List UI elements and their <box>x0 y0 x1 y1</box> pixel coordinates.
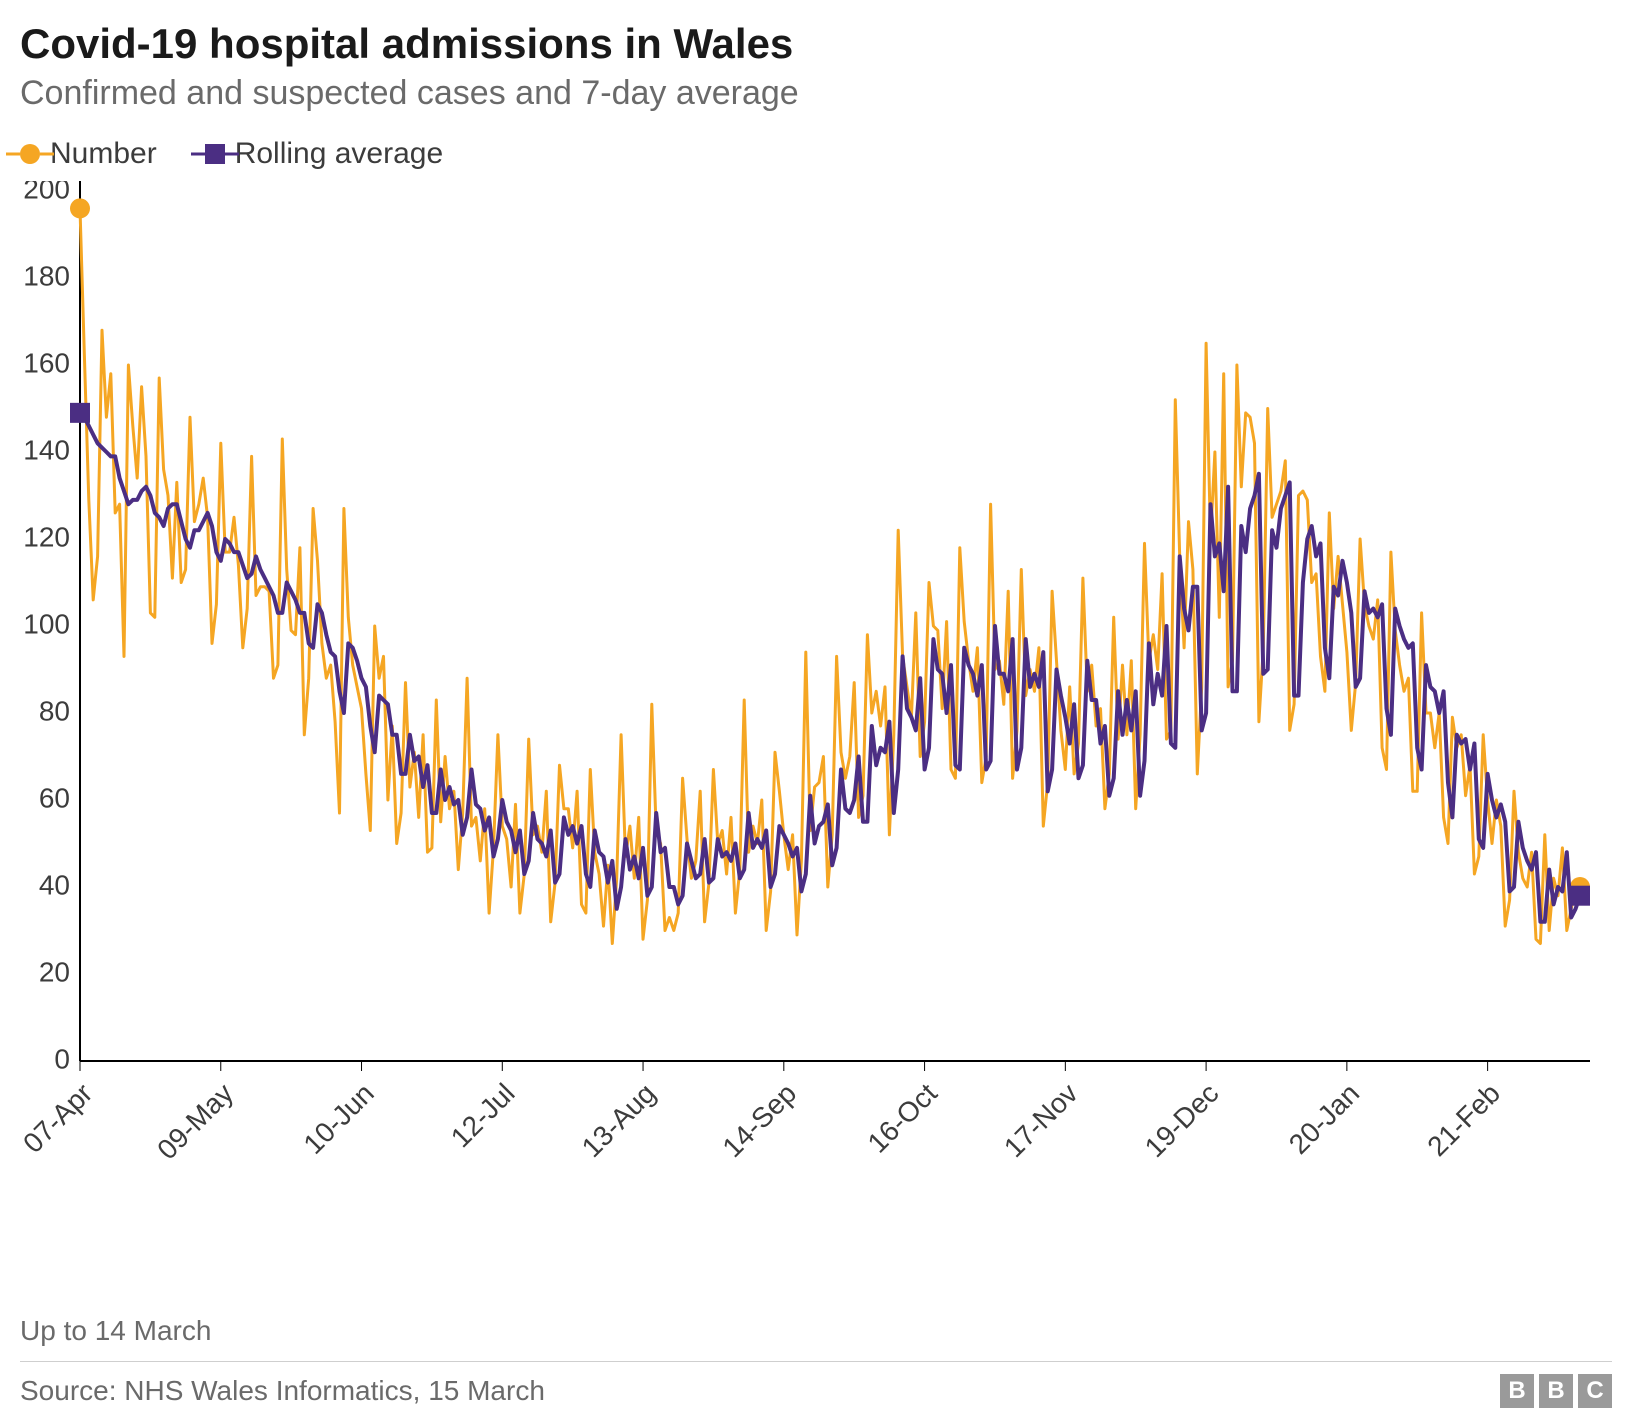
chart-subtitle: Confirmed and suspected cases and 7-day … <box>20 74 1612 113</box>
legend-label-number: Number <box>50 137 157 171</box>
bbc-logo-letter: B <box>1500 1374 1534 1408</box>
x-tick-group: 12-Jul <box>445 1077 521 1153</box>
y-tick-label: 60 <box>39 782 70 813</box>
plot-area: 0 20 40 60 80 100 120 140 160 180 200 07-Apr 09-May 1… <box>20 181 1612 1191</box>
x-tick-label: 13-Aug <box>576 1077 662 1163</box>
x-tick-group: 10-Jun <box>297 1077 379 1159</box>
x-tick-group: 07-Apr <box>20 1077 98 1158</box>
x-tick-group: 09-May <box>151 1077 239 1165</box>
chart-title: Covid-19 hospital admissions in Wales <box>20 20 1612 68</box>
x-tick-group: 16-Oct <box>862 1077 943 1158</box>
x-tick-group: 14-Sep <box>716 1077 802 1163</box>
bbc-logo-icon: BBC <box>1500 1374 1612 1408</box>
x-tick-group: 21-Feb <box>1421 1077 1506 1162</box>
x-tick-group: 13-Aug <box>576 1077 662 1163</box>
x-tick-label: 07-Apr <box>20 1077 98 1158</box>
series-start-marker-icon <box>70 403 90 423</box>
x-tick-label: 20-Jan <box>1283 1077 1365 1159</box>
x-tick-label: 19-Dec <box>1139 1077 1225 1163</box>
y-tick-label: 140 <box>23 434 70 465</box>
line-chart-svg: 0 20 40 60 80 100 120 140 160 180 200 07-Apr 09-May 1… <box>20 181 1612 1191</box>
y-tick-label: 180 <box>23 260 70 291</box>
series-end-marker-icon <box>1570 886 1590 906</box>
y-tick-label: 0 <box>54 1043 70 1074</box>
legend-marker-number-icon <box>20 144 40 164</box>
chart-legend: Number Rolling average <box>20 137 1612 171</box>
legend-marker-rolling-icon <box>205 144 225 164</box>
y-tick-label: 40 <box>39 869 70 900</box>
y-tick-label: 80 <box>39 695 70 726</box>
legend-item-number: Number <box>20 137 157 171</box>
chart-source: Source: NHS Wales Informatics, 15 March <box>20 1375 545 1407</box>
legend-label-rolling: Rolling average <box>235 137 443 171</box>
x-tick-label: 12-Jul <box>445 1077 521 1153</box>
x-tick-label: 10-Jun <box>297 1077 379 1159</box>
x-tick-label: 14-Sep <box>716 1077 802 1163</box>
y-tick-label: 200 <box>23 181 70 204</box>
series-start-marker-icon <box>70 198 90 218</box>
x-tick-group: 19-Dec <box>1139 1077 1225 1163</box>
x-tick-label: 09-May <box>151 1077 239 1165</box>
legend-item-rolling: Rolling average <box>205 137 443 171</box>
chart-footnote: Up to 14 March <box>20 1301 1612 1347</box>
y-tick-label: 120 <box>23 521 70 552</box>
bbc-logo-letter: B <box>1539 1374 1573 1408</box>
x-tick-group: 20-Jan <box>1283 1077 1365 1159</box>
series-line <box>80 413 1580 922</box>
bbc-logo-letter: C <box>1578 1374 1612 1408</box>
y-tick-label: 20 <box>39 956 70 987</box>
x-tick-label: 17-Nov <box>998 1077 1084 1163</box>
y-tick-label: 100 <box>23 608 70 639</box>
x-tick-group: 17-Nov <box>998 1077 1084 1163</box>
x-tick-label: 16-Oct <box>862 1077 943 1158</box>
source-row: Source: NHS Wales Informatics, 15 March … <box>20 1361 1612 1408</box>
y-tick-label: 160 <box>23 347 70 378</box>
x-tick-label: 21-Feb <box>1421 1077 1506 1162</box>
chart-container: Covid-19 hospital admissions in Wales Co… <box>20 20 1612 1408</box>
